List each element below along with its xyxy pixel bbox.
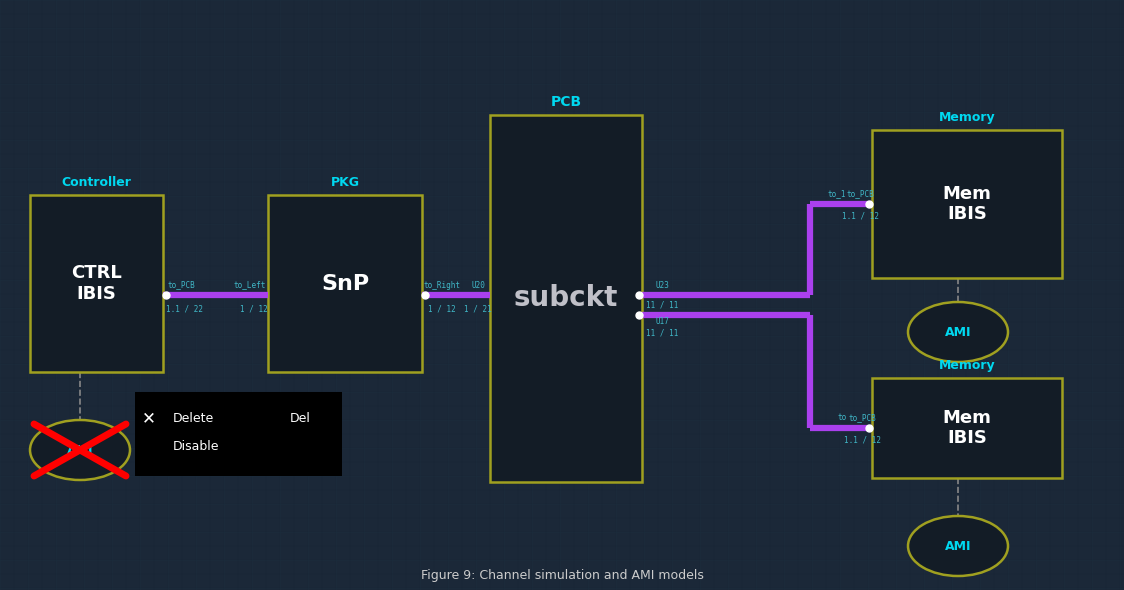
- Text: Controller: Controller: [62, 176, 132, 189]
- Text: 11 / 11: 11 / 11: [646, 329, 678, 337]
- Text: to_PCB: to_PCB: [167, 280, 194, 290]
- Text: 1 / 12: 1 / 12: [428, 304, 456, 313]
- Text: 11 / 11: 11 / 11: [646, 300, 678, 310]
- Bar: [872, 378, 1062, 478]
- Text: PCB: PCB: [551, 95, 581, 109]
- Text: 1.1 / 22: 1.1 / 22: [166, 304, 203, 313]
- Bar: [872, 130, 1062, 278]
- Text: Del: Del: [290, 411, 311, 424]
- Text: Delete: Delete: [173, 411, 215, 424]
- Text: AMI: AMI: [945, 539, 971, 552]
- Bar: [490, 115, 642, 482]
- Ellipse shape: [30, 420, 130, 480]
- Text: U20: U20: [471, 280, 484, 290]
- Text: Memory: Memory: [939, 359, 996, 372]
- Ellipse shape: [908, 516, 1008, 576]
- Text: AMI: AMI: [66, 444, 93, 457]
- Text: to_PCB: to_PCB: [846, 189, 873, 198]
- Text: 1.1 / 12: 1.1 / 12: [842, 211, 879, 221]
- Text: Mem
IBIS: Mem IBIS: [943, 409, 991, 447]
- Text: ✕: ✕: [142, 409, 156, 427]
- Text: SnP: SnP: [321, 274, 369, 293]
- Text: Mem
IBIS: Mem IBIS: [943, 185, 991, 224]
- Text: CTRL
IBIS: CTRL IBIS: [71, 264, 121, 303]
- Text: to_1: to_1: [827, 189, 846, 198]
- Bar: [135, 392, 342, 476]
- Text: Disable: Disable: [173, 441, 219, 454]
- Bar: [30, 195, 163, 372]
- Text: to_Left: to_Left: [234, 280, 266, 290]
- Text: 1 / 21: 1 / 21: [464, 304, 492, 313]
- Text: to: to: [837, 414, 846, 422]
- Bar: [268, 195, 422, 372]
- Text: Figure 9: Channel simulation and AMI models: Figure 9: Channel simulation and AMI mod…: [420, 569, 704, 582]
- Text: 1 / 12: 1 / 12: [241, 304, 268, 313]
- Text: Memory: Memory: [939, 111, 996, 124]
- Text: U17: U17: [655, 316, 669, 326]
- Text: to_PCB: to_PCB: [849, 414, 876, 422]
- Ellipse shape: [908, 302, 1008, 362]
- Text: to_Right: to_Right: [424, 280, 461, 290]
- Text: AMI: AMI: [945, 326, 971, 339]
- Text: PKG: PKG: [330, 176, 360, 189]
- Text: subckt: subckt: [514, 284, 618, 313]
- Text: 1.1 / 12: 1.1 / 12: [843, 435, 880, 444]
- Text: U23: U23: [655, 280, 669, 290]
